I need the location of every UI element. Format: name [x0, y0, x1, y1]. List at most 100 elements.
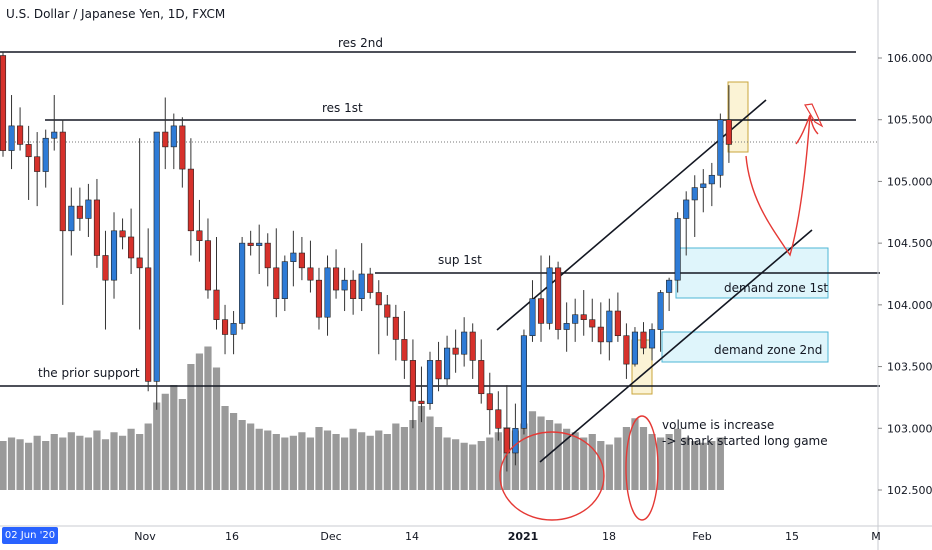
candles — [0, 51, 732, 472]
candle-body — [281, 261, 288, 299]
volume-bar — [477, 441, 485, 490]
volume-bar — [212, 367, 221, 490]
candle-body — [256, 242, 263, 246]
candle-body — [358, 273, 365, 299]
candle-body — [537, 298, 545, 324]
chart-title: U.S. Dollar / Japanese Yen, 1D, FXCM — [6, 7, 226, 21]
volume-bar — [281, 437, 289, 490]
volume-bar — [716, 437, 724, 490]
volume-bar — [674, 428, 682, 490]
candle-body — [341, 279, 348, 291]
candle-body — [546, 267, 553, 324]
candle-body — [589, 319, 596, 328]
label-res-2nd: res 2nd — [338, 36, 383, 50]
x-tick-label: 16 — [225, 530, 239, 543]
candle-body — [324, 267, 331, 318]
candle-body — [145, 267, 152, 382]
x-tick-label: 14 — [405, 530, 419, 543]
volume-bar — [656, 437, 665, 490]
candle-body — [110, 230, 118, 281]
volume-bar — [170, 385, 178, 490]
candle-body — [572, 314, 579, 324]
volume-bar — [187, 364, 195, 490]
red-arrow-path — [745, 114, 819, 257]
candle-body — [239, 242, 246, 324]
volume-bar — [323, 430, 332, 490]
volume-bar — [332, 434, 340, 490]
candle-body — [563, 323, 570, 330]
candle-body — [666, 279, 673, 293]
candle-body — [631, 331, 639, 365]
label-demand-zone-1st: demand zone 1st — [724, 281, 828, 295]
volume-bar — [195, 353, 204, 490]
candle-body — [409, 360, 416, 402]
volume-bar — [306, 437, 315, 490]
candle-body — [102, 255, 109, 281]
candle-body — [623, 335, 630, 365]
y-tick-label: 102.500 — [887, 484, 932, 497]
candle-body — [580, 314, 587, 320]
candle-body — [708, 174, 715, 185]
volume-bar — [144, 423, 152, 490]
candle-body — [614, 310, 621, 337]
candle-body — [333, 267, 340, 291]
volume-bar — [127, 428, 135, 490]
candle-body — [725, 119, 732, 145]
volume-bar — [67, 432, 75, 490]
candle-body — [452, 347, 459, 355]
volume-bar — [136, 434, 144, 490]
volume-bar — [417, 406, 426, 490]
candle-body — [426, 360, 434, 404]
volume-bar — [0, 441, 7, 490]
candle-body — [469, 331, 476, 361]
candle-body — [59, 131, 66, 232]
candle-body — [717, 119, 724, 176]
volume-bar — [178, 399, 186, 490]
hand-drawings — [499, 103, 824, 521]
volume-bar — [366, 435, 374, 490]
candle-body — [520, 335, 527, 429]
volume-bar — [93, 430, 101, 490]
volume-bar — [221, 406, 229, 490]
y-tick-label: 105.000 — [887, 175, 932, 188]
volume-bar — [434, 427, 443, 490]
volume-bar — [59, 437, 67, 490]
volume-bar — [682, 437, 690, 490]
candle-body — [187, 168, 194, 232]
volume-bar — [537, 416, 545, 490]
candle-body — [136, 257, 143, 269]
candle-body — [700, 183, 707, 188]
candle-body — [606, 310, 613, 343]
x-tick-label: Nov — [134, 530, 156, 543]
label-sup-1st: sup 1st — [438, 253, 482, 267]
volume-bar — [153, 402, 161, 490]
volume-bar — [16, 439, 24, 490]
candle-body — [683, 199, 690, 219]
x-tick-label: Dec — [320, 530, 341, 543]
volume-bar — [400, 427, 408, 490]
volume-bar — [110, 432, 118, 490]
volume-bar — [50, 434, 58, 490]
label-res-1st: res 1st — [322, 101, 363, 115]
candle-body — [512, 427, 519, 454]
candle-body — [529, 298, 536, 337]
candle-body — [230, 323, 237, 335]
x-tick-label: Feb — [692, 530, 711, 543]
red-circle-volume-1 — [499, 431, 605, 521]
candle-body — [315, 279, 323, 318]
label-prior-support: the prior support — [38, 366, 140, 380]
candle-body — [17, 125, 24, 145]
volume-bar — [341, 437, 349, 490]
candle-body — [657, 292, 664, 330]
y-tick-label: 105.500 — [887, 114, 932, 127]
volume-bar — [409, 420, 417, 490]
volume-bar — [358, 432, 366, 490]
candle-body — [213, 289, 220, 320]
volume-bar — [520, 423, 528, 490]
candle-body — [555, 267, 562, 330]
volume-bar — [84, 437, 92, 490]
candle-body — [34, 156, 41, 172]
y-tick-label: 103.000 — [887, 422, 932, 435]
